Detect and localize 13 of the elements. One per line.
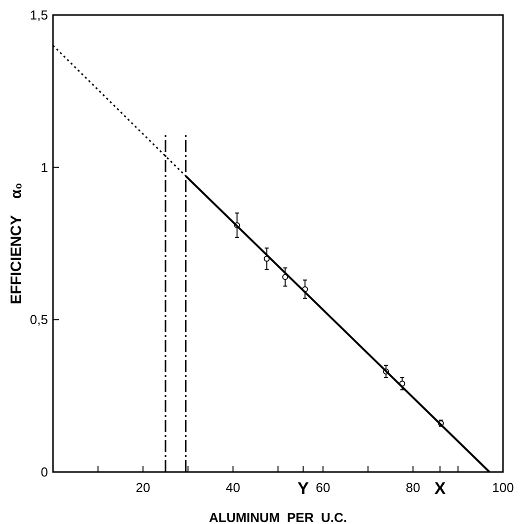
y-tick-label: 1: [40, 160, 48, 175]
x-tick-label: 80: [406, 480, 420, 495]
x-tick-label: 60: [316, 480, 330, 495]
x-tick-label: 40: [226, 480, 240, 495]
x-tick-label: 100: [492, 480, 514, 495]
x-tick-label: Y: [298, 479, 310, 498]
x-tick-label: 20: [136, 480, 150, 495]
y-tick-label: 1,5: [30, 8, 48, 23]
y-tick-label: 0: [40, 464, 48, 480]
y-axis-title: EFFICIENCY α₀: [8, 182, 25, 304]
x-tick-label: X: [434, 479, 446, 498]
x-axis-title: ALUMINUM PER U.C.: [209, 510, 347, 524]
y-tick-label: 0,5: [30, 312, 48, 328]
